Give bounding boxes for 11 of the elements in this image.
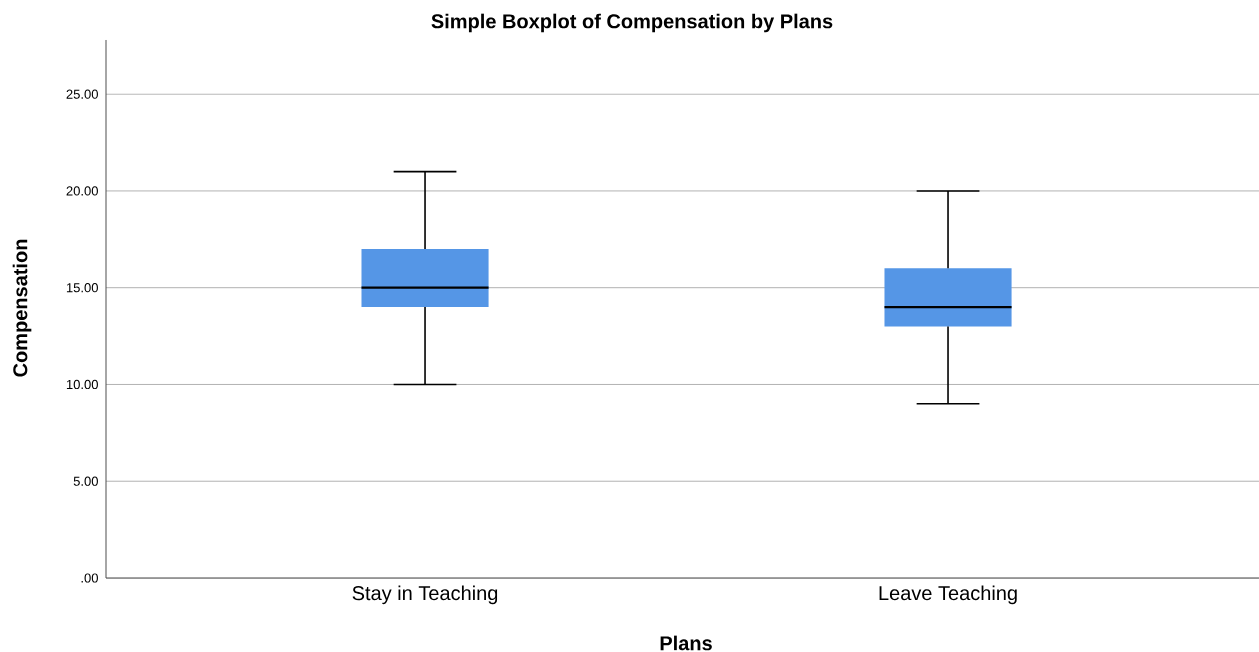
y-tick-label: 10.00: [66, 379, 98, 390]
y-tick-label: .00: [81, 573, 98, 583]
x-tick-label: Leave Teaching: [879, 585, 1017, 605]
y-tick-label: 20.00: [66, 186, 98, 196]
chart-title: Simple Boxplot of Compensation by Plans: [431, 13, 833, 33]
y-axis-title: Compensation: [12, 239, 32, 377]
x-axis-title: Plans: [660, 635, 712, 651]
y-tick-label: 5.00: [73, 476, 98, 486]
y-tick-label: 25.00: [66, 89, 98, 99]
x-tick-label: Stay in Teaching: [352, 585, 498, 605]
y-tick-label: 15.00: [66, 283, 98, 293]
